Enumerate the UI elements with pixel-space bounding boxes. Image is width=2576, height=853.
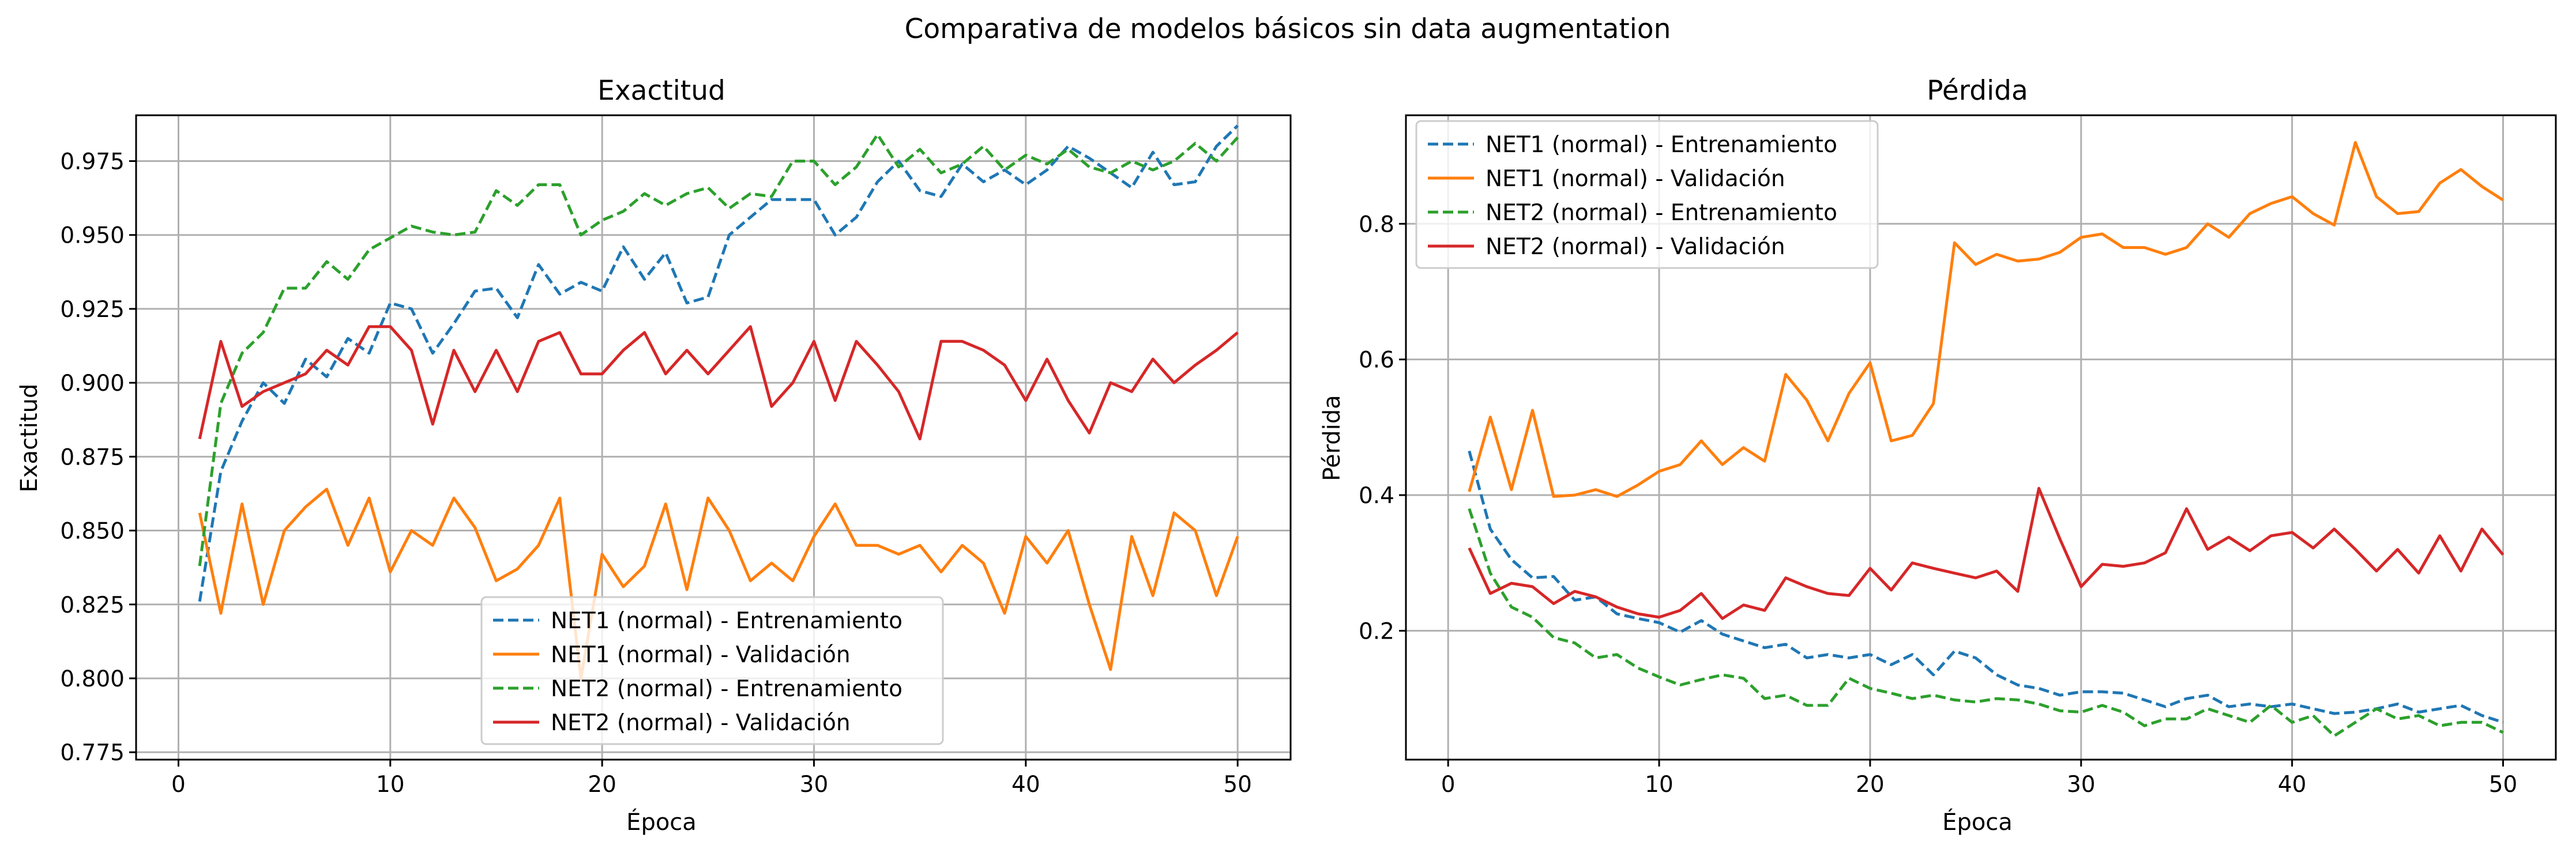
accuracy-x-tick-label: 50 — [1223, 772, 1252, 798]
loss-x-tick-label: 50 — [2489, 772, 2518, 798]
accuracy-axes-frame — [135, 114, 1292, 761]
accuracy-legend: NET1 (normal) - Entrenamiento NET1 (norma… — [480, 596, 944, 745]
accuracy-y-tick-label: 0.875 — [60, 444, 125, 470]
loss-legend-frame — [1415, 120, 1879, 269]
accuracy-x-tick-label: 30 — [800, 772, 829, 798]
accuracy-series-line-4 — [198, 325, 1239, 441]
loss-series-line-4 — [1468, 486, 2504, 620]
accuracy-y-tick-label: 0.975 — [60, 149, 125, 175]
accuracy-x-tick-label: 40 — [1011, 772, 1040, 798]
accuracy-legend-frame — [480, 596, 944, 745]
loss-legend-label-4: NET2 (normal) - Validación — [1486, 234, 1785, 260]
accuracy-y-tick-label: 0.800 — [60, 666, 125, 692]
loss-y-axis-label: Pérdida — [1319, 395, 1345, 481]
accuracy-y-axis-label: Exactitud — [16, 384, 43, 493]
accuracy-x-tick-label: 0 — [171, 772, 186, 798]
loss-x-tick-label: 0 — [1441, 772, 1456, 798]
loss-x-axis-label: Época — [1942, 808, 2013, 836]
accuracy-y-tick-label: 0.775 — [60, 740, 125, 766]
loss-x-tick-label: 30 — [2067, 772, 2096, 798]
accuracy-y-tick-label: 0.900 — [60, 371, 125, 397]
accuracy-x-tick-label: 10 — [376, 772, 405, 798]
loss-legend-label-3: NET2 (normal) - Entrenamiento — [1486, 200, 1837, 226]
accuracy-series-line-2 — [198, 488, 1239, 680]
loss-legend: NET1 (normal) - Entrenamiento NET1 (norma… — [1415, 120, 1879, 269]
accuracy-series-line-3 — [198, 133, 1239, 567]
loss-series-line-3 — [1468, 508, 2504, 738]
loss-y-tick-label: 0.8 — [1359, 212, 1394, 237]
loss-series-line-2 — [1468, 141, 2504, 498]
loss-axes-frame — [1405, 114, 2557, 761]
loss-legend-label-1: NET1 (normal) - Entrenamiento — [1486, 132, 1837, 158]
accuracy-legend-label-4: NET2 (normal) - Validación — [551, 710, 851, 736]
accuracy-chart: Exactitud Época Exactitud 0 10 20 30 40 50 0.7… — [16, 75, 1292, 836]
accuracy-x-tick-label: 20 — [588, 772, 616, 798]
loss-x-tick-label: 40 — [2278, 772, 2307, 798]
loss-chart: Pérdida Época Pérdida 0 10 20 30 40 50 0.2 0.4 0… — [1319, 75, 2557, 836]
loss-y-tick-label: 0.4 — [1359, 483, 1394, 509]
accuracy-y-tick-label: 0.950 — [60, 223, 125, 249]
accuracy-legend-label-1: NET1 (normal) - Entrenamiento — [551, 608, 902, 634]
loss-y-tick-label: 0.2 — [1359, 618, 1394, 644]
loss-series-line-1 — [1468, 450, 2504, 724]
loss-y-tick-label: 0.6 — [1359, 348, 1394, 373]
loss-x-tick-label: 20 — [1856, 772, 1885, 798]
loss-legend-label-2: NET1 (normal) - Validación — [1486, 166, 1785, 192]
loss-chart-title: Pérdida — [1927, 75, 2028, 107]
accuracy-chart-title: Exactitud — [597, 75, 725, 107]
accuracy-legend-label-3: NET2 (normal) - Entrenamiento — [551, 676, 902, 702]
accuracy-y-tick-label: 0.925 — [60, 297, 125, 323]
accuracy-y-tick-label: 0.850 — [60, 519, 125, 545]
figure-title: Comparativa de modelos básicos sin data … — [905, 13, 1671, 45]
loss-x-tick-label: 10 — [1645, 772, 1674, 798]
accuracy-y-tick-label: 0.825 — [60, 592, 125, 618]
accuracy-x-axis-label: Época — [626, 808, 697, 836]
accuracy-legend-label-2: NET1 (normal) - Validación — [551, 642, 851, 668]
